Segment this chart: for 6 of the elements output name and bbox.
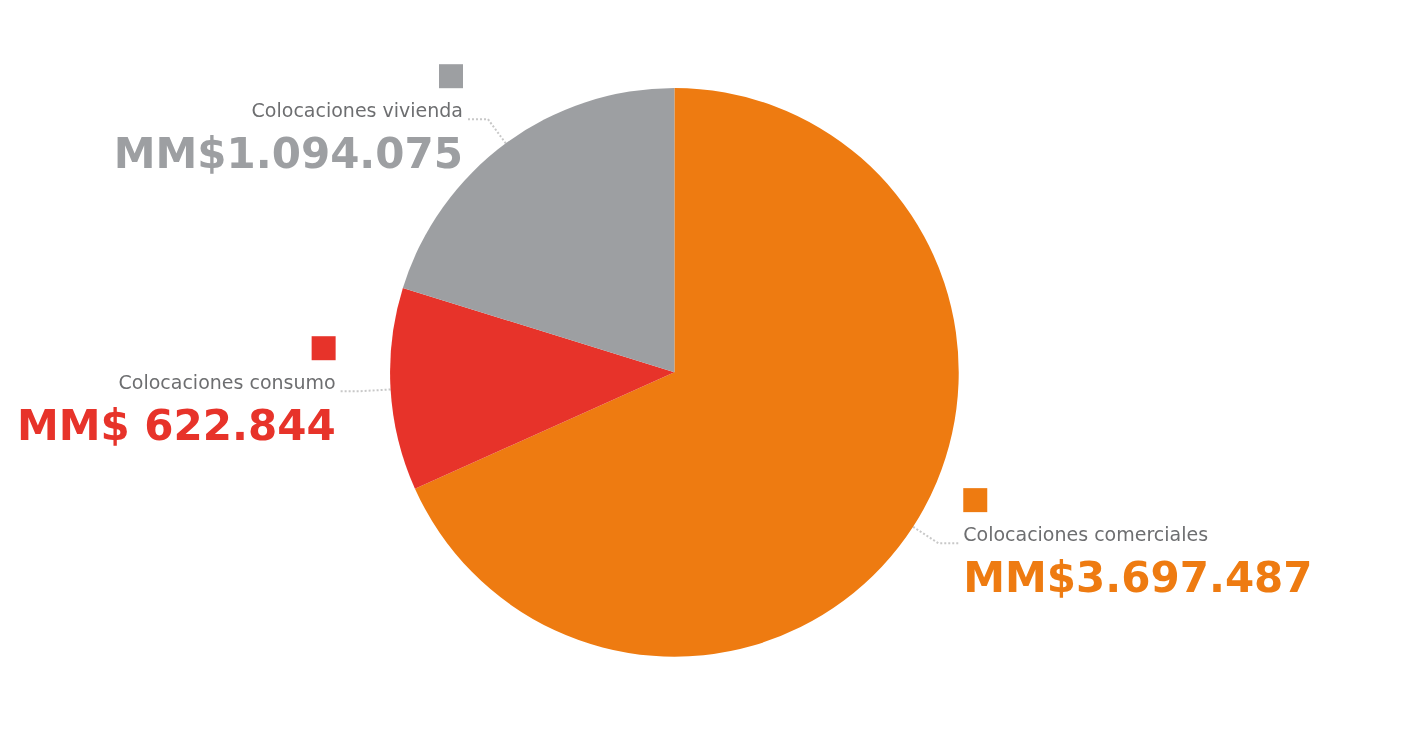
data-label: MM$3.697.487 bbox=[963, 552, 1313, 602]
legend-label: Colocaciones comerciales bbox=[963, 523, 1209, 546]
data-label: MM$ 622.844 bbox=[16, 400, 336, 450]
legend-label: Colocaciones vivienda bbox=[251, 99, 463, 122]
data-label: MM$1.094.075 bbox=[113, 128, 463, 178]
legend-label: Colocaciones consumo bbox=[118, 371, 336, 394]
